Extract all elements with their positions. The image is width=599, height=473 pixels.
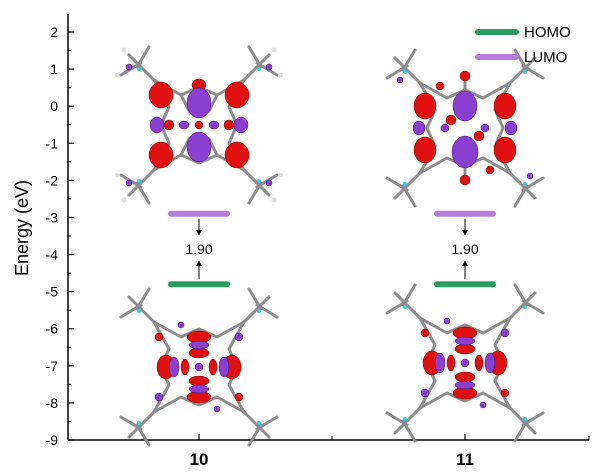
y-tick-label: 1 <box>50 61 58 77</box>
y-tick-label: -4 <box>46 247 59 263</box>
y-tick-label: -8 <box>46 395 59 411</box>
y-tick-label: -9 <box>46 432 59 448</box>
y-tick-label: -3 <box>46 209 59 225</box>
y-tick-label: -6 <box>46 321 59 337</box>
homo-legend-label: HOMO <box>524 24 571 41</box>
lumo-orbital-image-11 <box>385 48 545 208</box>
y-tick-label: -5 <box>46 284 59 300</box>
gap-arrowhead-down <box>462 229 468 235</box>
lumo-legend-label: LUMO <box>524 49 567 66</box>
homo-orbital-image-10 <box>119 287 279 447</box>
gap-value-label: 1.90 <box>185 241 212 257</box>
y-axis-label: Energy (eV) <box>12 180 32 276</box>
gap-arrowhead-up <box>462 260 468 266</box>
gap-value-label: 1.90 <box>451 241 478 257</box>
x-tick-label: 10 <box>190 450 209 469</box>
axes <box>67 14 589 441</box>
lumo-orbital-image-10 <box>113 45 285 205</box>
legend: HOMO LUMO <box>475 24 571 66</box>
y-tick-label: -1 <box>46 135 59 151</box>
y-tick-label: 2 <box>50 24 58 40</box>
x-tick-label: 11 <box>456 450 474 469</box>
y-tick-label: 0 <box>50 98 58 114</box>
gap-annotations: 1.90 1.90 <box>185 218 479 280</box>
y-tick-label: -2 <box>46 172 59 188</box>
gap-arrowhead-up <box>196 260 202 266</box>
y-tick-label: -7 <box>46 358 59 374</box>
homo-orbital-image-11 <box>385 283 545 443</box>
x-axis-ticks: 10 11 <box>67 434 590 469</box>
orbital-images <box>113 45 545 447</box>
energy-levels <box>168 210 496 288</box>
gap-arrowhead-down <box>196 229 202 235</box>
y-axis-ticks: 2 1 0 -1 -2 -3 -4 -5 -6 -7 -8 -9 <box>46 24 74 448</box>
